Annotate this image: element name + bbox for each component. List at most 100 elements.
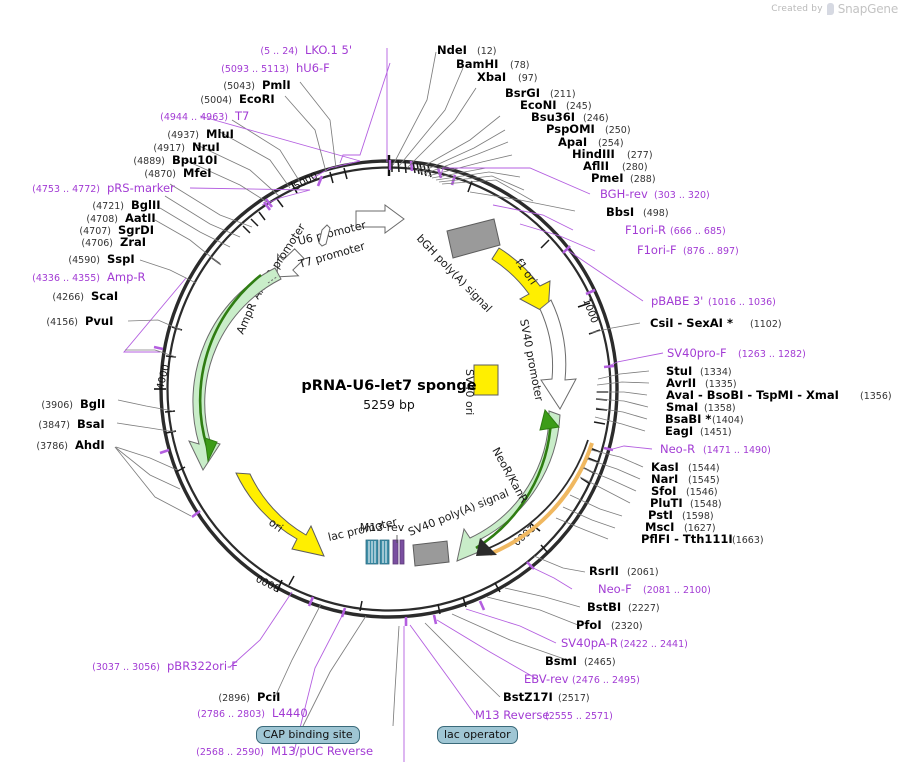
svg-text:(2081 .. 2100): (2081 .. 2100) <box>643 585 711 596</box>
svg-text:(1356): (1356) <box>860 391 892 402</box>
svg-text:(1335): (1335) <box>705 379 737 390</box>
label-lko1-5prime: (5 .. 24) LKO.1 5' <box>260 43 352 57</box>
svg-text:(97): (97) <box>518 73 538 84</box>
label-pluti: PluTI (1548) <box>650 496 722 510</box>
feature-lac-promoter: lac promoter <box>327 515 399 565</box>
svg-text:PmeI: PmeI <box>591 171 624 185</box>
svg-text:(2061): (2061) <box>627 567 659 578</box>
svg-text:XbaI: XbaI <box>477 70 506 84</box>
label-m13-reverse: M13 Reverse (2555 .. 2571) <box>475 708 613 722</box>
svg-text:Bsu36I: Bsu36I <box>531 110 575 124</box>
svg-text:EcoRI: EcoRI <box>239 92 275 106</box>
label-pvui: (4156) PvuI <box>46 314 113 328</box>
label-bgh-rev: BGH-rev (303 .. 320) <box>600 187 710 201</box>
label-kasi: KasI (1544) <box>651 460 720 474</box>
svg-text:BstZ17I: BstZ17I <box>503 690 553 704</box>
svg-text:SspI: SspI <box>107 252 135 266</box>
svg-text:EBV-rev: EBV-rev <box>524 672 569 686</box>
feature-m13-rev: M13 rev <box>360 521 405 565</box>
label-scai: (4266) ScaI <box>52 289 118 303</box>
label-pfoi: PfoI (2320) <box>576 618 643 632</box>
svg-text:(2517): (2517) <box>558 693 590 704</box>
feature-u6-promoter: U6 promoter <box>297 204 405 248</box>
label-sgrdi: (4707) SgrDI <box>79 223 154 237</box>
svg-text:(4753 .. 4772): (4753 .. 4772) <box>32 184 100 195</box>
svg-text:BbsI: BbsI <box>606 205 634 219</box>
label-econi: EcoNI (245) <box>520 98 592 112</box>
svg-text:MluI: MluI <box>206 127 234 141</box>
svg-text:(277): (277) <box>627 150 653 161</box>
svg-text:(1016 .. 1036): (1016 .. 1036) <box>708 297 776 308</box>
tick-label-4000: 4000 <box>155 363 172 390</box>
svg-text:AatII: AatII <box>125 211 156 225</box>
label-msci: MscI (1627) <box>645 520 716 534</box>
svg-text:PciI: PciI <box>257 690 280 704</box>
svg-text:(1598): (1598) <box>682 511 714 522</box>
svg-text:SmaI: SmaI <box>666 400 698 414</box>
svg-text:SV40pro-F: SV40pro-F <box>667 346 727 360</box>
label-neo-r: Neo-R (1471 .. 1490) <box>660 442 771 456</box>
label-group-right: NdeI (12) BamHI (78) XbaI (97) BsrGI (21… <box>437 43 892 722</box>
label-f1ori-r: F1ori-R (666 .. 685) <box>625 223 726 237</box>
label-neo-f: Neo-F (2081 .. 2100) <box>598 582 711 596</box>
svg-text:(1102): (1102) <box>750 319 782 330</box>
svg-text:F1ori-R: F1ori-R <box>625 223 666 237</box>
svg-text:(2896): (2896) <box>218 693 250 704</box>
svg-text:ZraI: ZraI <box>120 235 146 249</box>
svg-text:(1451): (1451) <box>700 427 732 438</box>
label-bstz17i: BstZ17I (2517) <box>503 690 590 704</box>
svg-text:(280): (280) <box>622 162 648 173</box>
plasmid-name: pRNA-U6-let7 sponge <box>301 378 476 394</box>
svg-text:RsrII: RsrII <box>589 564 619 578</box>
svg-text:BsaBI *: BsaBI * <box>665 412 711 426</box>
label-t7-primer: (4944 .. 4963) T7 <box>160 109 249 123</box>
svg-text:ApaI: ApaI <box>558 135 587 149</box>
feature-ori: ori <box>235 472 325 557</box>
label-ndei: NdeI (12) <box>437 43 497 57</box>
label-bsrgi: BsrGI (211) <box>505 86 576 100</box>
svg-text:AhdI: AhdI <box>75 438 105 452</box>
label-rsrii: RsrII (2061) <box>589 564 659 578</box>
svg-text:T7: T7 <box>234 109 249 123</box>
snapgene-brand-label: SnapGene <box>837 2 898 16</box>
svg-text:AvaI - BsoBI - TspMI - X: AvaI - BsoBI - TspMI - XmaI <box>666 388 839 402</box>
label-pflfi-tth111i: PflFI - Tth111I (1663) <box>641 532 764 546</box>
snapgene-logo-icon <box>826 3 834 15</box>
svg-text:(4156): (4156) <box>46 317 78 328</box>
svg-text:(1548): (1548) <box>690 499 722 510</box>
label-pcii: (2896) PciI <box>218 690 280 704</box>
svg-text:(4721): (4721) <box>92 201 124 212</box>
svg-text:AvrII: AvrII <box>666 376 696 390</box>
feature-sv40-promoter: SV40 promoter <box>517 299 577 410</box>
label-bgli: (3906) BglI <box>41 397 105 411</box>
label-bstbi: BstBI (2227) <box>587 600 660 614</box>
label-mfei: (4870) MfeI <box>144 166 211 180</box>
svg-text:LKO.1 5': LKO.1 5' <box>305 43 352 57</box>
svg-text:(2320): (2320) <box>611 621 643 632</box>
label-sspi: (4590) SspI <box>68 252 134 266</box>
lac-operator-badge[interactable]: lac operator <box>437 726 518 744</box>
label-pspomi: PspOMI (250) <box>546 122 631 136</box>
svg-text:(2476 .. 2495): (2476 .. 2495) <box>572 675 640 686</box>
svg-text:(4870): (4870) <box>144 169 176 180</box>
svg-text:(254): (254) <box>598 138 624 149</box>
svg-text:(1358): (1358) <box>704 403 736 414</box>
svg-text:(4937): (4937) <box>167 130 199 141</box>
label-m13-puc-reverse: (2568 .. 2590) M13/pUC Reverse <box>196 744 373 758</box>
label-apai: ApaI (254) <box>558 135 624 149</box>
label-eagi: EagI (1451) <box>665 424 732 438</box>
svg-text:(5093 .. 5113): (5093 .. 5113) <box>221 64 289 75</box>
label-xbai: XbaI (97) <box>477 70 538 84</box>
svg-text:(288): (288) <box>630 174 656 185</box>
svg-text:(1544): (1544) <box>688 463 720 474</box>
feature-label-sv40-ori: SV40 ori <box>463 369 476 415</box>
label-bsmi: BsmI (2465) <box>545 654 616 668</box>
svg-text:(876 .. 897): (876 .. 897) <box>683 246 739 257</box>
svg-text:HindIII: HindIII <box>572 147 615 161</box>
cap-binding-site-badge[interactable]: CAP binding site <box>256 726 360 744</box>
svg-text:(2422 .. 2441): (2422 .. 2441) <box>620 639 688 650</box>
svg-text:PspOMI: PspOMI <box>546 122 595 136</box>
svg-text:SV40pA-R: SV40pA-R <box>561 636 618 650</box>
svg-text:(245): (245) <box>566 101 592 112</box>
